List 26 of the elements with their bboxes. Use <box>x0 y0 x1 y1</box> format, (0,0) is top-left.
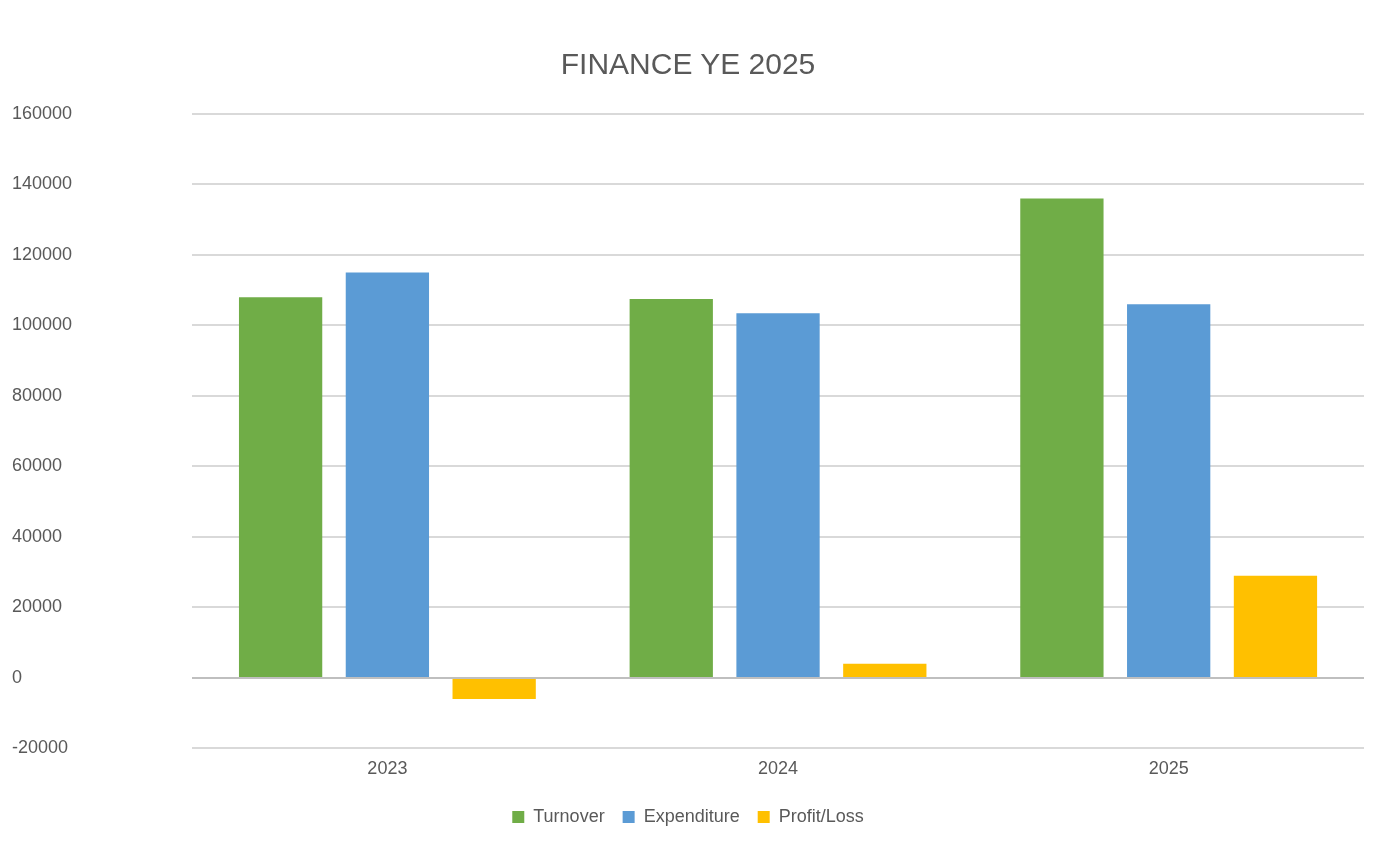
bar <box>238 297 323 677</box>
bar <box>1233 575 1318 677</box>
x-tick-label: 2025 <box>1148 758 1189 779</box>
legend-label: Expenditure <box>643 805 740 826</box>
y-tick-label: 40000 <box>12 525 63 546</box>
chart-title: FINANCE YE 2025 <box>560 47 816 81</box>
bar <box>736 313 820 677</box>
y-tick-label: 0 <box>12 666 23 687</box>
y-tick-label: 60000 <box>12 455 63 476</box>
bar <box>629 299 713 677</box>
legend-label: Turnover <box>533 805 605 826</box>
x-tick-label: 2023 <box>367 758 408 779</box>
y-tick-label: 160000 <box>12 102 73 123</box>
y-tick-label: 100000 <box>12 314 73 335</box>
y-tick-label: -20000 <box>12 737 69 758</box>
y-tick-label: 120000 <box>12 243 73 264</box>
bar <box>843 663 927 677</box>
x-tick-label: 2024 <box>758 758 799 779</box>
y-tick-label: 20000 <box>12 596 63 617</box>
bar <box>1020 198 1104 677</box>
bar <box>345 272 430 677</box>
bar <box>1127 304 1211 677</box>
bar <box>452 678 536 700</box>
y-tick-label: 80000 <box>12 384 63 405</box>
y-tick-label: 140000 <box>12 173 73 194</box>
legend-label: Profit/Loss <box>778 805 864 826</box>
